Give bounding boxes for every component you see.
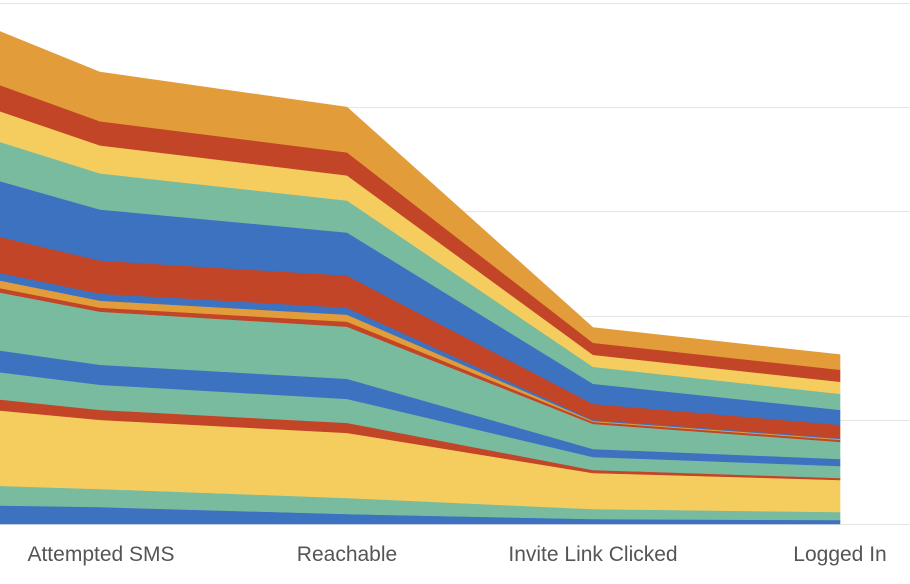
area-series-16	[0, 31, 841, 371]
x-axis: Attempted SMS Reachable Invite Link Clicke…	[27, 543, 886, 566]
x-tick-label: Reachable	[297, 543, 397, 566]
x-tick-label: Invite Link Clicked	[508, 543, 677, 566]
area-layer	[0, 31, 841, 525]
x-tick-label: Attempted SMS	[27, 543, 174, 566]
x-tick-label: Logged In	[793, 543, 886, 566]
